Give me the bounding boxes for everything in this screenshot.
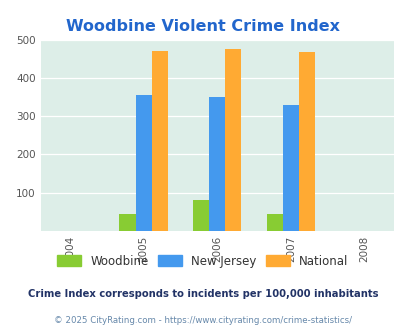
Bar — [282, 105, 298, 231]
Text: Woodbine Violent Crime Index: Woodbine Violent Crime Index — [66, 19, 339, 34]
Text: © 2025 CityRating.com - https://www.cityrating.com/crime-statistics/: © 2025 CityRating.com - https://www.city… — [54, 315, 351, 325]
Bar — [266, 214, 282, 231]
Bar — [119, 214, 135, 231]
Bar — [225, 49, 241, 231]
Bar — [209, 97, 225, 231]
Bar — [135, 95, 151, 231]
Bar — [151, 51, 168, 231]
Bar — [298, 52, 314, 231]
Bar — [192, 200, 209, 231]
Text: Crime Index corresponds to incidents per 100,000 inhabitants: Crime Index corresponds to incidents per… — [28, 289, 377, 299]
Legend: Woodbine, New Jersey, National: Woodbine, New Jersey, National — [53, 250, 352, 273]
